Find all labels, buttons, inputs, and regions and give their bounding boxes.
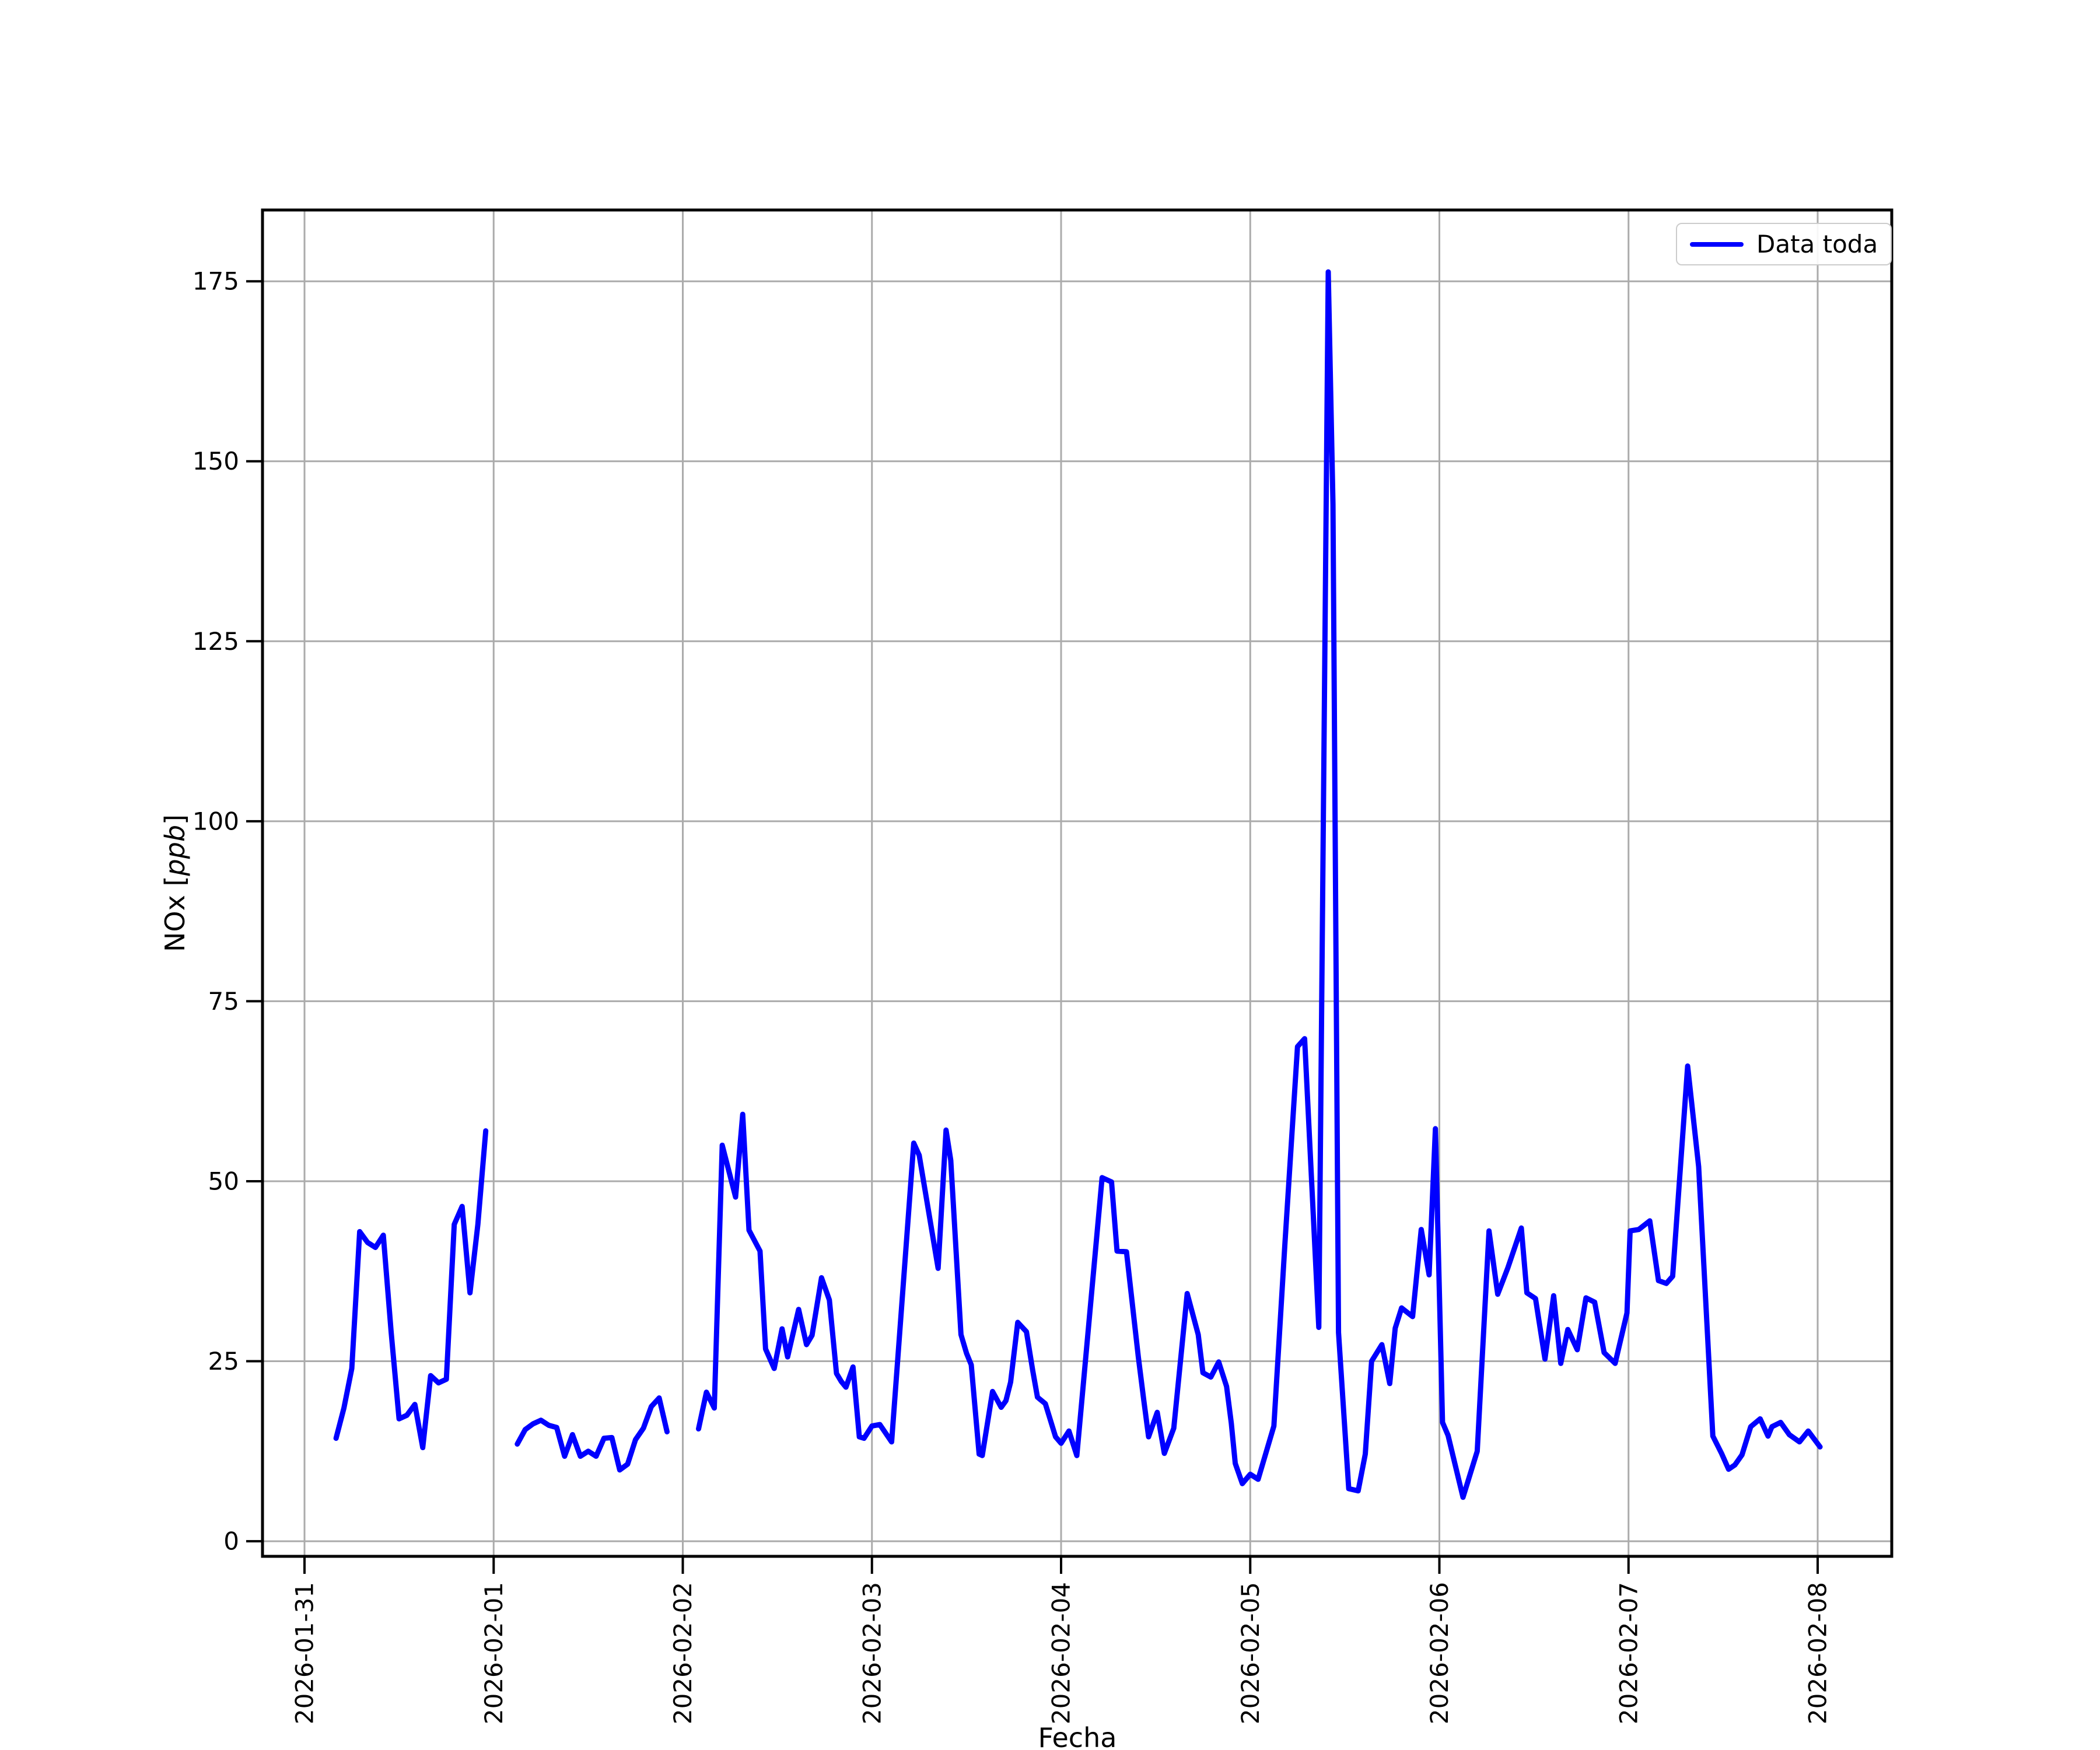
y-tick-label: 100	[192, 807, 239, 835]
x-tick-label: 2026-02-06	[1425, 1582, 1454, 1724]
legend-label: Data toda	[1756, 230, 1878, 258]
data-line	[333, 1128, 489, 1451]
x-tick-label: 2026-02-08	[1804, 1582, 1832, 1724]
axes-frame	[261, 208, 1894, 1558]
x-tick-label: 2026-02-07	[1614, 1582, 1643, 1724]
y-tick-label: 50	[208, 1167, 239, 1195]
x-tick-label: 2026-02-01	[480, 1582, 508, 1724]
y-tick-label: 75	[208, 987, 239, 1016]
y-tick-label: 150	[192, 447, 239, 475]
data-line	[696, 269, 1823, 1500]
x-tick-label: 2026-02-02	[668, 1582, 697, 1724]
y-tick-label: 175	[192, 267, 239, 296]
x-tick-label: 2026-02-04	[1047, 1582, 1076, 1724]
y-tick-label: 25	[208, 1347, 239, 1376]
y-axis-label-unit: ppb	[159, 824, 191, 876]
y-tick-label: 125	[192, 627, 239, 656]
y-axis-label: NOx [ppb]	[159, 814, 191, 952]
legend: Data toda	[1676, 223, 1892, 265]
legend-line-sample-icon	[1690, 242, 1744, 247]
x-tick-label: 2026-02-05	[1236, 1582, 1265, 1724]
y-tick-label: 0	[223, 1527, 239, 1556]
y-axis-label-text: NOx [	[159, 876, 191, 952]
y-axis-label-suffix: ]	[159, 814, 191, 825]
x-tick-label: 2026-01-31	[290, 1582, 319, 1724]
x-tick-label: 2026-02-03	[858, 1582, 886, 1724]
data-line	[514, 1395, 670, 1473]
x-axis-label: Fecha	[1038, 1722, 1117, 1750]
